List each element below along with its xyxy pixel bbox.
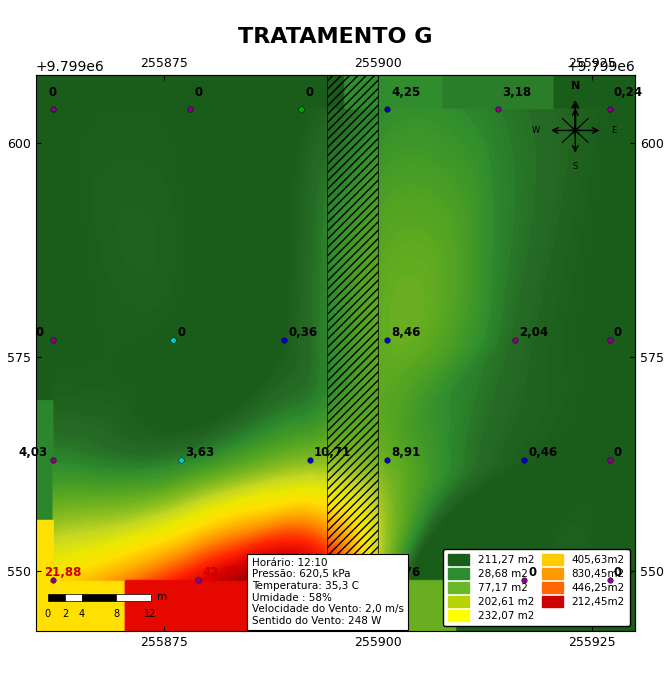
Text: 4: 4 — [79, 609, 85, 619]
Bar — [116, 594, 150, 601]
Text: N: N — [570, 81, 580, 92]
Text: 0,46: 0,46 — [528, 446, 558, 459]
Text: 0: 0 — [194, 86, 203, 99]
Bar — [82, 594, 116, 601]
Text: 0: 0 — [305, 86, 313, 99]
Text: 21,88: 21,88 — [44, 565, 82, 579]
Text: 0: 0 — [528, 565, 536, 579]
Text: 42,73: 42,73 — [203, 565, 240, 579]
Text: E: E — [611, 126, 617, 135]
Text: 48,51: 48,51 — [323, 565, 360, 579]
Text: 0: 0 — [614, 446, 622, 459]
Title: TRATAMENTO G: TRATAMENTO G — [238, 27, 433, 47]
Text: 10,71: 10,71 — [314, 446, 351, 459]
Text: m: m — [156, 593, 166, 603]
Legend: 211,27 m2, 28,68 m2, 77,17 m2, 202,61 m2, 232,07 m2, 405,63m2, 830,45m2, 446,25m: 211,27 m2, 28,68 m2, 77,17 m2, 202,61 m2… — [443, 549, 630, 626]
Text: 0: 0 — [614, 326, 622, 339]
Text: 0,36: 0,36 — [289, 326, 317, 339]
Text: W: W — [532, 126, 540, 135]
Text: 0: 0 — [177, 326, 185, 339]
Text: 0: 0 — [49, 86, 57, 99]
Text: 2: 2 — [62, 609, 68, 619]
Text: 12: 12 — [144, 609, 157, 619]
Text: 3,63: 3,63 — [186, 446, 215, 459]
Text: 2,04: 2,04 — [519, 326, 549, 339]
Text: 0: 0 — [614, 565, 622, 579]
Text: 3,18: 3,18 — [503, 86, 531, 99]
Bar — [327, 75, 378, 631]
Bar — [65, 594, 82, 601]
Bar — [48, 594, 65, 601]
Text: 8: 8 — [113, 609, 119, 619]
Text: 8,91: 8,91 — [391, 446, 421, 459]
Text: S: S — [572, 162, 578, 171]
Text: 0: 0 — [36, 326, 44, 339]
Text: 4,03: 4,03 — [19, 446, 48, 459]
Text: Horário: 12:10
Pressão: 620,5 kPa
Temperatura: 35,3 C
Umidade : 58%
Velocidade d: Horário: 12:10 Pressão: 620,5 kPa Temper… — [252, 558, 403, 626]
Text: 4,25: 4,25 — [391, 86, 421, 99]
Text: 8,76: 8,76 — [391, 565, 421, 579]
Text: 8,46: 8,46 — [391, 326, 421, 339]
Text: 0: 0 — [45, 609, 51, 619]
Text: 0,24: 0,24 — [614, 86, 643, 99]
